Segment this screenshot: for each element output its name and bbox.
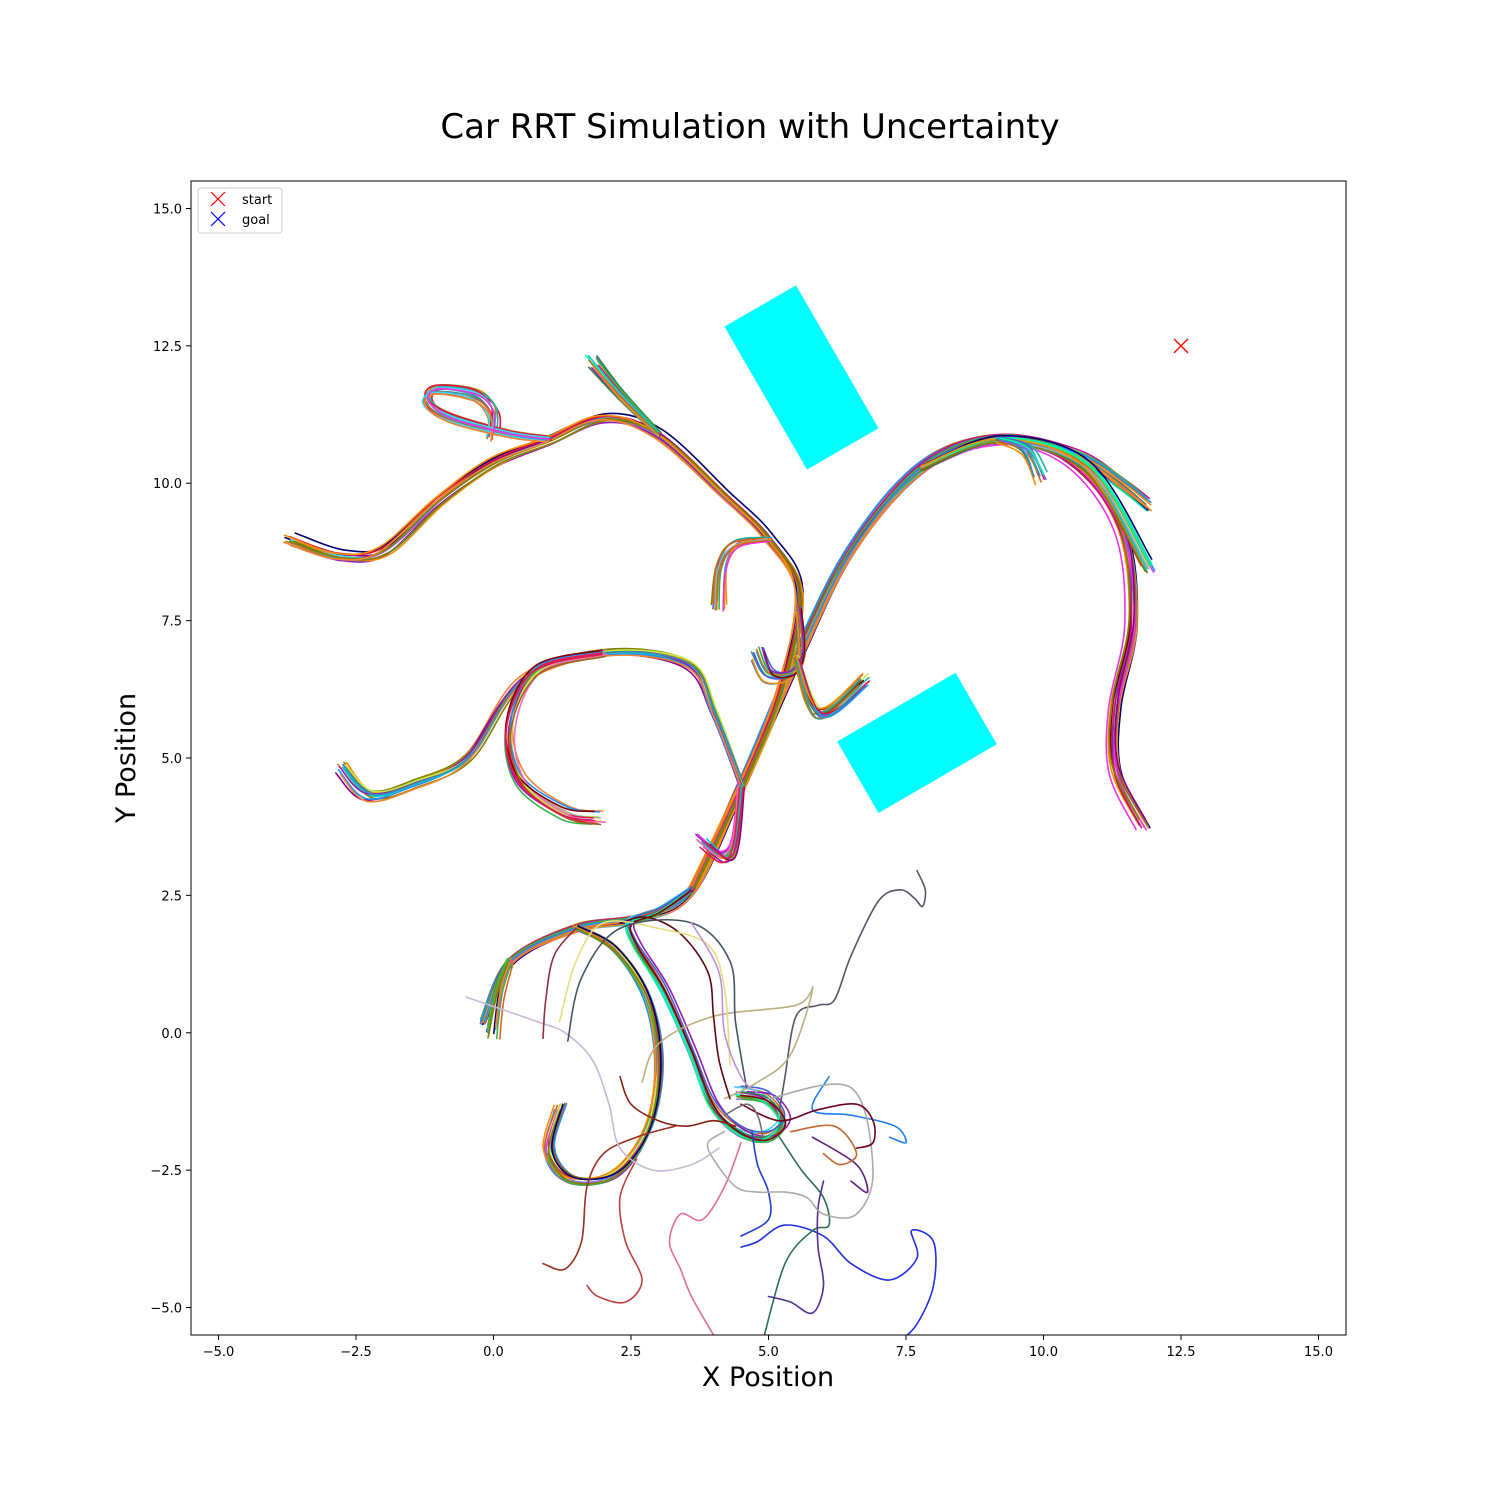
y-tick-label: 0.0	[161, 1027, 182, 1042]
trajectory-branch-10-14	[795, 660, 863, 720]
trajectory-branch-6-14	[597, 360, 661, 434]
trajectory-single-22	[723, 1103, 764, 1138]
trajectory-branch-8-14	[715, 539, 770, 611]
trajectory-branch-5-14	[283, 419, 797, 893]
y-tick-label: 10.0	[153, 477, 182, 492]
y-axis-label: Y Position	[111, 693, 142, 824]
trajectory-single-2	[641, 986, 814, 1100]
start-marker	[1173, 338, 1189, 354]
trajectory-single-1	[778, 869, 927, 1111]
trajectory-branch-8-12	[722, 540, 771, 612]
y-tick-label: −2.5	[150, 1164, 182, 1179]
x-tick-label: 5.0	[758, 1345, 779, 1360]
trajectory-single-5	[586, 1158, 643, 1304]
x-tick-label: 12.5	[1167, 1345, 1196, 1360]
x-tick-label: −2.5	[340, 1345, 372, 1360]
trajectory-single-9	[763, 1136, 831, 1335]
x-tick-label: 2.5	[621, 1345, 642, 1360]
legend-marker-start	[210, 191, 226, 207]
x-tick-label: 15.0	[1304, 1345, 1333, 1360]
obstacle-2	[837, 672, 997, 813]
trajectory-branch-3-14	[919, 441, 1146, 572]
trajectory-branch-10-11	[798, 660, 869, 718]
trajectory-single-20	[542, 927, 577, 1040]
trajectory-branch-13-10	[632, 888, 792, 1138]
chart-title: Car RRT Simulation with Uncertainty	[440, 107, 1059, 147]
x-tick-label: 0.0	[483, 1345, 504, 1360]
x-axis-label: X Position	[702, 1362, 834, 1393]
trajectory-single-15	[789, 1124, 858, 1166]
y-tick-label: 5.0	[161, 752, 182, 767]
trajectory-branch-6-13	[592, 365, 659, 437]
trajectory-branch-15-14	[494, 958, 512, 1028]
trajectory-branch-7-11	[421, 391, 546, 442]
legend-marker-goal	[210, 211, 226, 227]
x-tick-label: 7.5	[896, 1345, 917, 1360]
y-tick-label: 7.5	[161, 615, 182, 630]
trajectory-single-7	[740, 1224, 937, 1335]
legend: start goal	[197, 187, 283, 234]
trajectory-branch-12-14	[505, 653, 603, 822]
y-tick-label: 12.5	[153, 340, 182, 355]
trajectory-branch-14-13	[547, 927, 660, 1185]
trajectory-single-13	[465, 996, 720, 1172]
trajectory-branch-16-14	[705, 786, 744, 860]
trajectory-branch-15-12	[487, 958, 510, 1027]
trajectory-branch-4-12	[995, 441, 1037, 486]
trajectory-branch-8-11	[712, 537, 768, 604]
trajectory-branch-13-9	[625, 887, 781, 1134]
trajectory-branch-12-10	[513, 653, 608, 823]
trajectory-branch-6-10	[596, 355, 661, 433]
trajectory-single-21	[690, 922, 759, 1094]
markers	[1173, 338, 1189, 354]
trajectory-branch-4-13	[996, 437, 1035, 478]
trajectory-branch-15-2	[499, 962, 514, 1040]
trajectory-single-3	[811, 1075, 907, 1144]
trajectory-branch-9-14	[761, 606, 805, 674]
trajectory-branch-15-13	[487, 962, 509, 1039]
trajectory-single-14	[740, 1103, 876, 1149]
trajectory-branch-16-10	[696, 784, 740, 858]
obstacle-1	[724, 285, 879, 470]
x-axis-ticks: −5.0 −2.5 0.0 2.5 5.0 7.5 10.0 12.5 15.0	[203, 1335, 1333, 1360]
trajectory-single-19	[619, 1075, 737, 1128]
trajectory-branch-14-9	[548, 925, 659, 1179]
legend-label-goal: goal	[242, 213, 270, 228]
plot-area	[283, 285, 1189, 1335]
legend-label-start: start	[242, 193, 272, 208]
trajectory-single-6	[668, 1141, 742, 1335]
trajectory-single-17	[558, 920, 731, 1067]
trajectory-single-16	[619, 916, 731, 1100]
trajectory-branch-7-14	[426, 387, 550, 440]
trajectory-branch-6-12	[587, 355, 659, 433]
trajectory-branch-9-11	[751, 611, 800, 685]
x-tick-label: −5.0	[203, 1345, 235, 1360]
y-axis-ticks: −5.0 −2.5 0.0 2.5 5.0 7.5 10.0 12.5 15.0	[150, 202, 191, 1317]
trajectory-branch-10-12	[795, 654, 864, 710]
trajectory-branch-14-14	[551, 925, 662, 1181]
y-tick-label: 15.0	[153, 202, 182, 217]
trajectory-branch-8-13	[714, 538, 768, 608]
trajectories	[283, 354, 1156, 1335]
trajectory-branch-4-14	[999, 437, 1045, 476]
y-tick-label: 2.5	[161, 889, 182, 904]
trajectory-single-12	[706, 1083, 874, 1219]
x-tick-label: 10.0	[1029, 1345, 1058, 1360]
y-tick-label: −5.0	[150, 1302, 182, 1317]
trajectory-single-11	[811, 1136, 869, 1194]
trajectory-branch-3-11	[924, 436, 1153, 566]
obstacles	[724, 285, 997, 813]
trajectory-branch-15-10	[496, 963, 512, 1040]
trajectory-branch-12-13	[509, 655, 607, 826]
trajectory-single-4	[542, 1125, 676, 1271]
trajectory-single-10	[767, 1180, 825, 1315]
